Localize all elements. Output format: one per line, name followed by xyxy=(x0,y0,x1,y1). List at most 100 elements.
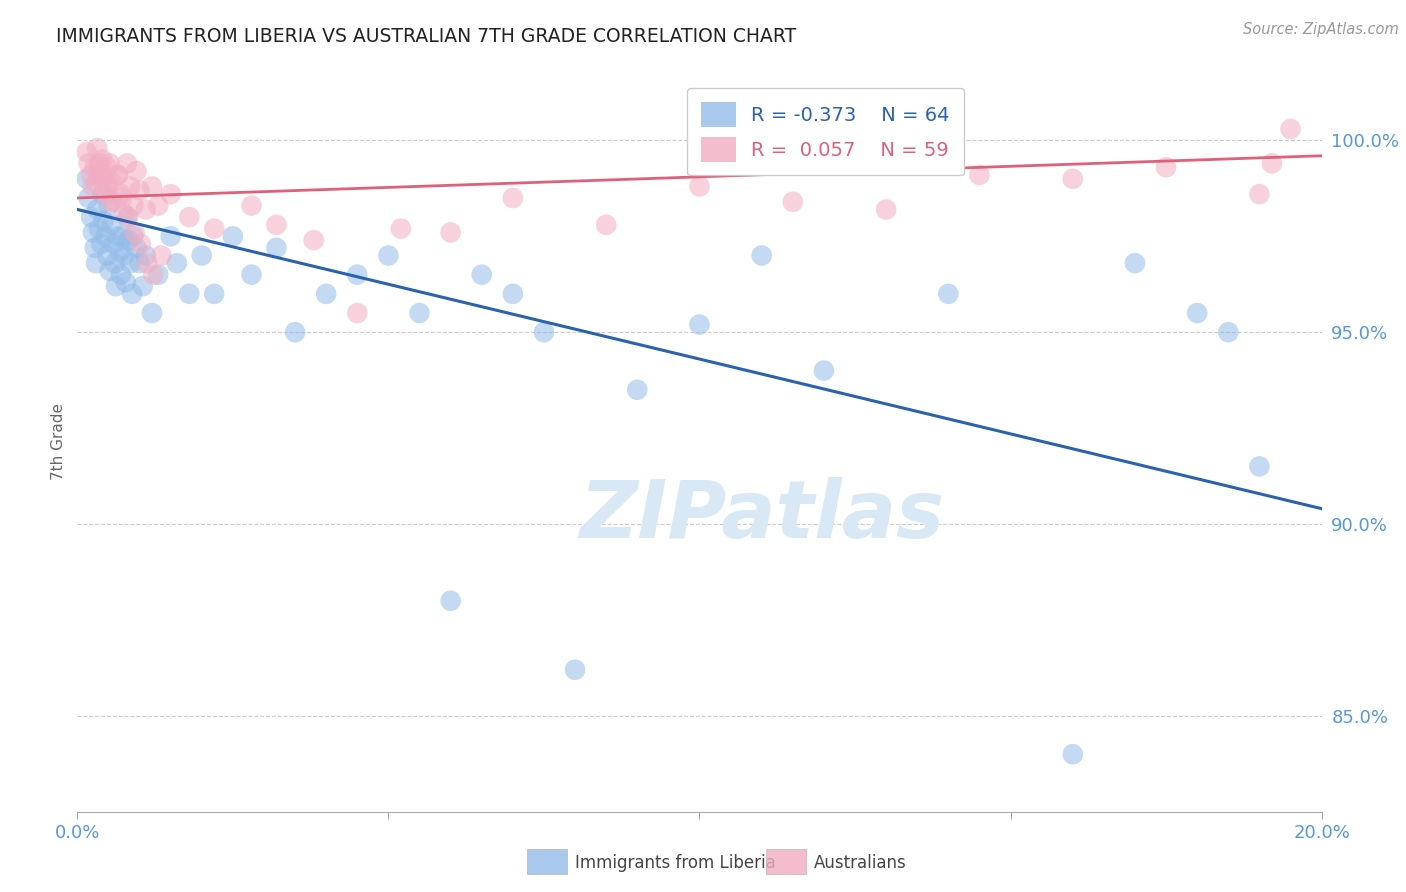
Point xyxy=(266,241,288,255)
Point xyxy=(377,248,399,262)
Point xyxy=(626,383,648,397)
Point xyxy=(875,202,897,217)
Point xyxy=(107,229,129,244)
Text: ZIPatlas: ZIPatlas xyxy=(579,476,945,555)
Point xyxy=(202,286,225,301)
Point xyxy=(84,176,107,190)
Point xyxy=(302,233,325,247)
Point xyxy=(166,256,188,270)
Point xyxy=(86,141,108,155)
Point xyxy=(122,229,145,244)
Point xyxy=(782,194,804,209)
Point xyxy=(82,226,104,240)
Point xyxy=(100,194,122,209)
Point xyxy=(159,187,181,202)
Point xyxy=(315,286,337,301)
Point xyxy=(440,593,463,607)
Point xyxy=(76,145,98,159)
Point xyxy=(111,191,134,205)
Text: Australians: Australians xyxy=(814,854,907,871)
Text: Immigrants from Liberia: Immigrants from Liberia xyxy=(575,854,776,871)
Point xyxy=(595,218,617,232)
Point xyxy=(111,229,134,244)
Point xyxy=(97,179,120,194)
Point xyxy=(689,318,711,332)
Point xyxy=(502,286,524,301)
Point xyxy=(125,241,148,255)
Point xyxy=(115,210,138,224)
Point xyxy=(112,248,135,262)
Point xyxy=(76,171,98,186)
Point xyxy=(533,325,555,339)
Point xyxy=(191,248,214,262)
Point xyxy=(100,218,122,232)
Point xyxy=(80,210,103,224)
Text: Source: ZipAtlas.com: Source: ZipAtlas.com xyxy=(1243,22,1399,37)
Point xyxy=(98,264,121,278)
Point xyxy=(222,229,245,244)
Y-axis label: 7th Grade: 7th Grade xyxy=(51,403,66,480)
Point xyxy=(159,229,181,244)
Point xyxy=(1062,747,1084,761)
Point xyxy=(1261,156,1284,170)
Point xyxy=(94,179,117,194)
Point xyxy=(96,248,118,262)
Point xyxy=(117,210,139,224)
Point xyxy=(131,279,153,293)
Point xyxy=(83,161,105,175)
Point xyxy=(1279,122,1302,136)
Point xyxy=(564,663,586,677)
Point xyxy=(103,237,125,252)
Point xyxy=(107,168,129,182)
Point xyxy=(104,279,127,293)
Point xyxy=(179,210,201,224)
Point xyxy=(112,206,135,220)
Point xyxy=(117,233,139,247)
Point xyxy=(408,306,430,320)
Point xyxy=(751,248,773,262)
Point xyxy=(86,202,108,217)
Point xyxy=(80,168,103,182)
Point xyxy=(179,286,201,301)
Point xyxy=(91,153,114,167)
Point xyxy=(77,191,100,205)
Point xyxy=(98,156,121,170)
Point xyxy=(96,161,118,175)
Point xyxy=(77,156,100,170)
Point xyxy=(93,214,115,228)
Point xyxy=(1249,459,1271,474)
Point xyxy=(135,202,157,217)
Point xyxy=(148,199,170,213)
Point xyxy=(689,179,711,194)
Point xyxy=(346,268,368,282)
Point xyxy=(136,256,159,270)
Point xyxy=(129,237,152,252)
Point xyxy=(84,256,107,270)
Point xyxy=(104,256,127,270)
Point xyxy=(90,237,112,252)
Point xyxy=(82,179,104,194)
Point xyxy=(128,183,150,197)
Point xyxy=(94,229,117,244)
Point xyxy=(93,168,115,182)
Point xyxy=(124,226,146,240)
Point xyxy=(125,164,148,178)
Point xyxy=(1154,161,1177,175)
Point xyxy=(1123,256,1146,270)
Point xyxy=(90,171,112,186)
Point xyxy=(104,194,127,209)
Point xyxy=(87,161,110,175)
Point xyxy=(115,276,138,290)
Point xyxy=(120,256,142,270)
Point xyxy=(121,286,143,301)
Point xyxy=(91,187,114,202)
Point xyxy=(141,306,163,320)
Point xyxy=(502,191,524,205)
Point xyxy=(135,248,157,262)
Point xyxy=(150,248,173,262)
Point xyxy=(110,187,132,202)
Point xyxy=(122,199,145,213)
Point xyxy=(969,168,991,182)
Text: IMMIGRANTS FROM LIBERIA VS AUSTRALIAN 7TH GRADE CORRELATION CHART: IMMIGRANTS FROM LIBERIA VS AUSTRALIAN 7T… xyxy=(56,27,796,45)
Point xyxy=(87,221,110,235)
